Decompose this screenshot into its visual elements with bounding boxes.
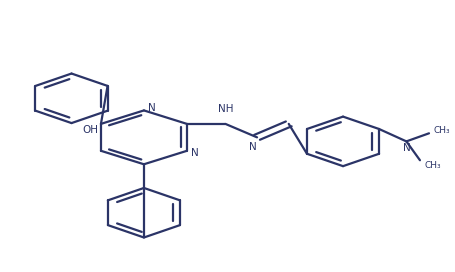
Text: OH: OH (82, 125, 98, 135)
Text: N: N (148, 103, 156, 113)
Text: CH₃: CH₃ (433, 126, 449, 135)
Text: N: N (191, 148, 198, 158)
Text: N: N (248, 142, 256, 152)
Text: CH₃: CH₃ (424, 161, 440, 170)
Text: N: N (402, 143, 410, 153)
Text: NH: NH (217, 104, 233, 115)
